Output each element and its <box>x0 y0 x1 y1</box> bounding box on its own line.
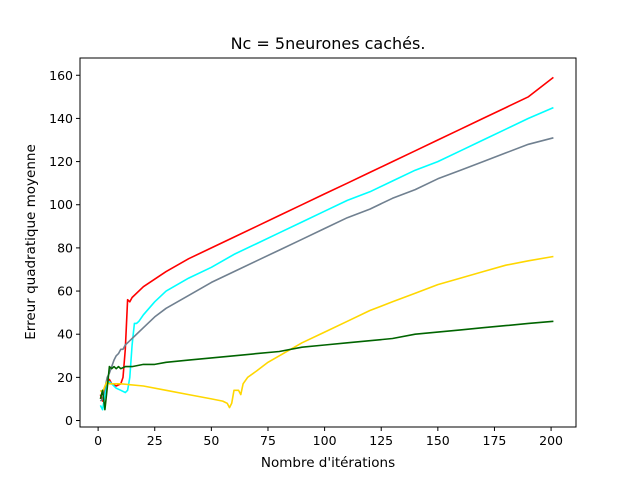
y-tick-label: 20 <box>57 370 73 385</box>
y-tick-label: 120 <box>49 154 73 169</box>
x-axis-label: Nombre d'itérations <box>261 455 395 471</box>
y-tick-label: 100 <box>49 197 73 212</box>
y-tick-label: 80 <box>57 240 73 255</box>
x-tick-label: 50 <box>203 433 219 448</box>
y-tick-label: 160 <box>49 68 73 83</box>
x-tick-label: 75 <box>260 433 276 448</box>
y-tick-label: 0 <box>65 413 73 428</box>
x-tick-label: 100 <box>313 433 337 448</box>
x-tick-label: 150 <box>426 433 450 448</box>
x-tick-label: 200 <box>539 433 563 448</box>
x-tick-label: 25 <box>147 433 163 448</box>
y-tick-label: 40 <box>57 327 73 342</box>
series-line-3 <box>99 137 554 402</box>
x-axis: 0 25 50 75 100 125 150 175 200 <box>94 427 563 448</box>
y-tick-label: 60 <box>57 284 73 299</box>
series-line-4 <box>99 255 554 409</box>
y-tick-label: 140 <box>49 111 73 126</box>
plot-frame <box>79 57 577 428</box>
y-axis-label: Erreur quadratique moyenne <box>23 144 39 339</box>
y-axis: 0 20 40 60 80 100 120 140 160 <box>49 68 80 428</box>
series-line-2 <box>99 106 554 411</box>
x-tick-label: 125 <box>369 433 393 448</box>
series-layer <box>99 76 554 411</box>
chart-title: Nc = 5neurones cachés. <box>231 34 426 53</box>
x-tick-label: 175 <box>483 433 507 448</box>
x-tick-label: 0 <box>94 433 102 448</box>
series-line-5 <box>99 320 554 411</box>
